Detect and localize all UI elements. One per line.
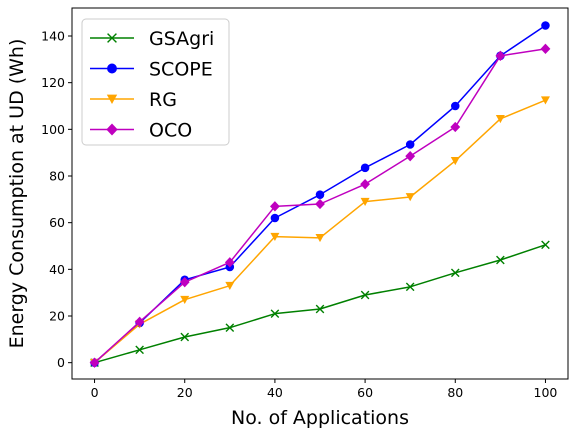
y-tick-label: 40 — [49, 262, 65, 277]
data-point — [135, 345, 144, 355]
data-point — [269, 201, 280, 212]
data-point — [540, 96, 550, 105]
data-point — [450, 121, 461, 133]
legend-label: RG — [149, 89, 177, 111]
data-point — [541, 240, 550, 250]
data-point — [405, 150, 416, 162]
data-point — [180, 295, 190, 304]
y-tick-label: 100 — [41, 122, 65, 137]
x-tick-label: 100 — [534, 385, 558, 400]
data-point — [405, 282, 415, 292]
y-tick-label: 0 — [57, 355, 65, 370]
y-tick-label: 120 — [41, 75, 65, 90]
y-tick-label: 20 — [49, 309, 65, 324]
data-point — [360, 163, 370, 173]
legend-marker — [107, 63, 117, 74]
x-tick-label: 20 — [177, 385, 193, 400]
data-point — [540, 43, 551, 55]
data-point — [405, 193, 415, 202]
data-point — [180, 332, 190, 342]
data-point — [270, 309, 280, 318]
y-axis: 0 20 40 60 80 100 120 140 — [41, 29, 72, 370]
data-point — [450, 101, 460, 111]
plot-area — [89, 21, 551, 368]
y-tick-label: 140 — [41, 29, 65, 44]
data-point — [225, 323, 235, 332]
y-axis-label: Energy Consumption at UD (Wh) — [6, 39, 28, 349]
data-point — [541, 21, 550, 30]
data-point — [315, 190, 325, 199]
legend-item: GSAgri — [90, 28, 214, 50]
series-line-gsagri — [94, 244, 546, 364]
data-point — [405, 140, 415, 149]
series-gsagri — [90, 240, 550, 367]
data-point — [89, 357, 100, 368]
data-point — [495, 50, 506, 62]
data-point — [450, 157, 460, 166]
data-point — [179, 276, 190, 288]
data-point — [134, 316, 145, 328]
data-point — [495, 115, 505, 124]
data-point — [270, 213, 280, 223]
legend-marker — [106, 123, 118, 136]
x-tick-label: 0 — [91, 385, 99, 400]
data-point — [315, 234, 325, 243]
legend-marker — [106, 94, 118, 104]
x-tick-label: 80 — [447, 385, 463, 400]
data-point — [315, 304, 325, 314]
data-point — [360, 290, 370, 300]
data-point — [270, 232, 280, 241]
legend-item: RG — [90, 89, 177, 111]
legend-box — [81, 18, 230, 146]
legend-item: SCOPE — [90, 59, 213, 81]
legend-label: GSAgri — [149, 28, 214, 50]
x-tick-label: 40 — [267, 385, 283, 400]
data-point — [450, 268, 460, 278]
data-point — [496, 255, 505, 265]
data-point — [360, 197, 370, 206]
data-point — [224, 257, 235, 268]
legend-label: SCOPE — [149, 59, 213, 81]
y-tick-label: 80 — [49, 169, 65, 184]
data-point — [225, 281, 235, 290]
legend-marker — [107, 33, 117, 43]
legend-label: OCO — [149, 120, 192, 142]
y-tick-label: 60 — [49, 215, 65, 230]
legend-item: OCO — [90, 120, 192, 142]
x-tick-label: 60 — [357, 385, 373, 400]
x-axis: 0 20 40 60 80 100 — [91, 379, 558, 400]
legend: GSAgri SCOPE RG OCO — [81, 18, 230, 146]
data-point — [315, 198, 325, 210]
x-axis-label: No. of Applications — [231, 407, 409, 429]
data-point — [360, 178, 371, 190]
plot-frame — [71, 7, 569, 380]
series-oco — [89, 43, 551, 368]
